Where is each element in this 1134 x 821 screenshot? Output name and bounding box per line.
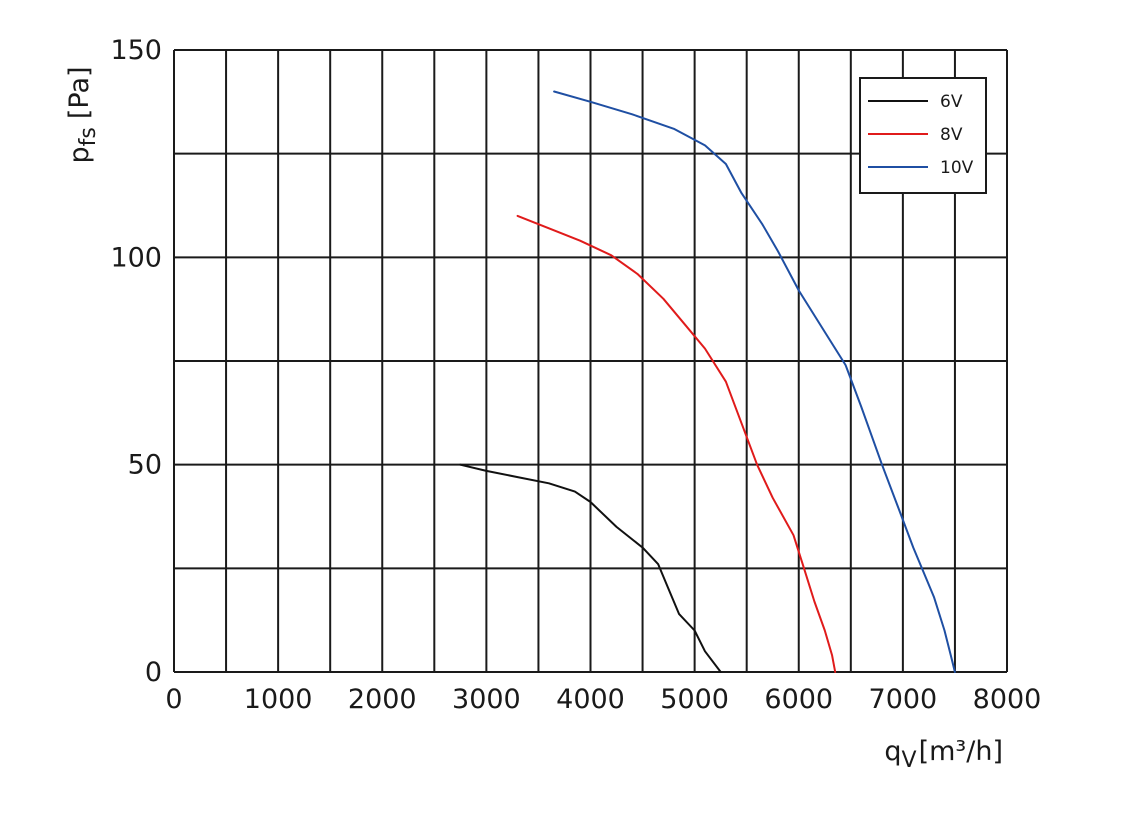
- legend-label-8V: 8V: [940, 125, 963, 145]
- x-tick-label: 4000: [556, 684, 625, 715]
- x-tick-label: 7000: [869, 684, 938, 715]
- curves: [459, 90, 956, 673]
- y-axis-label-sub: fs: [76, 127, 101, 146]
- y-axis-label-unit: [Pa]: [64, 66, 95, 119]
- x-axis-label: qV[m³/h]: [884, 736, 1003, 773]
- y-tick-label: 0: [145, 657, 162, 688]
- x-tick-label: 8000: [973, 684, 1042, 715]
- series-line-6V: [459, 463, 722, 673]
- x-axis-label-unit: [m³/h]: [919, 736, 1003, 767]
- x-tick-label: 5000: [660, 684, 729, 715]
- y-tick-label: 150: [110, 35, 162, 66]
- y-tick-label: 50: [128, 450, 162, 481]
- y-axis-label: pfs [Pa]: [64, 66, 101, 163]
- x-tick-label: 0: [165, 684, 182, 715]
- y-tick-label: 100: [110, 242, 162, 273]
- x-tick-label: 6000: [764, 684, 833, 715]
- x-axis-label-base: q: [884, 736, 901, 767]
- x-tick-label: 3000: [452, 684, 521, 715]
- y-axis-label-base: p: [64, 146, 95, 163]
- tick-labels: 0 1000 2000 3000 4000 5000 6000 7000 8000 0 50 100 1…: [110, 35, 1041, 715]
- series-line-8V: [516, 214, 837, 673]
- x-axis-label-sub: V: [902, 748, 917, 773]
- series-line-10V: [553, 90, 956, 673]
- x-tick-label: 1000: [244, 684, 313, 715]
- legend-box: [859, 77, 987, 194]
- legend-label-6V: 6V: [940, 92, 963, 112]
- x-tick-label: 2000: [348, 684, 417, 715]
- legend: 6V 8V 10V: [859, 77, 987, 194]
- legend-label-10V: 10V: [940, 158, 974, 178]
